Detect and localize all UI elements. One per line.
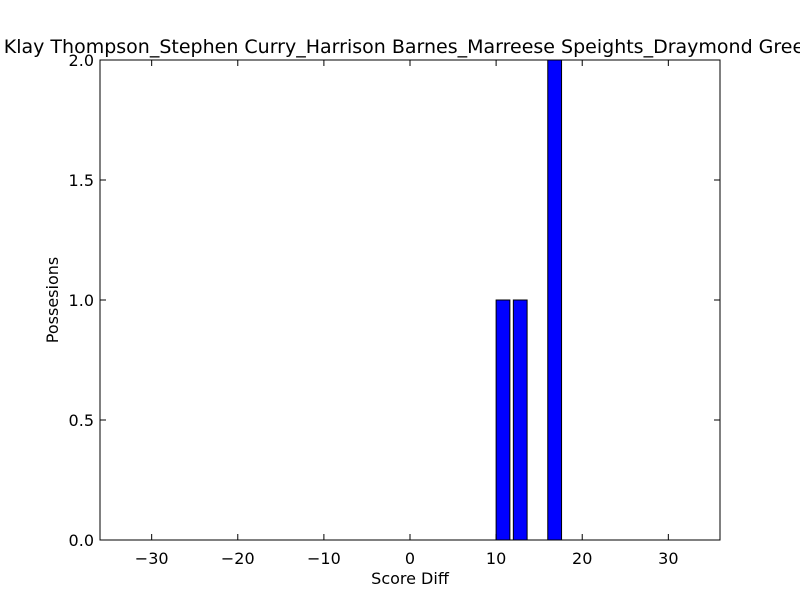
x-tick-label: 20 bbox=[572, 549, 592, 568]
x-tick-label: −30 bbox=[135, 549, 169, 568]
bar-24 bbox=[512, 299, 528, 541]
x-tick-label: 30 bbox=[658, 549, 678, 568]
bar-23 bbox=[495, 299, 511, 541]
y-tick-label: 0.5 bbox=[69, 411, 94, 430]
bar-26 bbox=[547, 59, 563, 541]
y-tick-label: 1.5 bbox=[69, 171, 94, 190]
y-tick-label: 2.0 bbox=[69, 51, 94, 70]
x-tick-label: −20 bbox=[221, 549, 255, 568]
ticks-layer: −30 −20 −10 0 10 20 30 0.0 0.5 1.0 1.5 2.0 bbox=[69, 51, 720, 568]
y-axis-label: Possesions bbox=[43, 257, 62, 343]
chart-title: Klay Thompson_Stephen Curry_Harrison Bar… bbox=[4, 36, 800, 58]
y-tick-label: 1.0 bbox=[69, 291, 94, 310]
x-tick-label: −10 bbox=[307, 549, 341, 568]
plot-frame bbox=[99, 59, 721, 541]
x-tick-label: 10 bbox=[486, 549, 506, 568]
bars-layer bbox=[495, 59, 563, 541]
x-tick-label: 0 bbox=[405, 549, 415, 568]
y-tick-label: 0.0 bbox=[69, 531, 94, 550]
x-axis-label: Score Diff bbox=[371, 569, 450, 588]
